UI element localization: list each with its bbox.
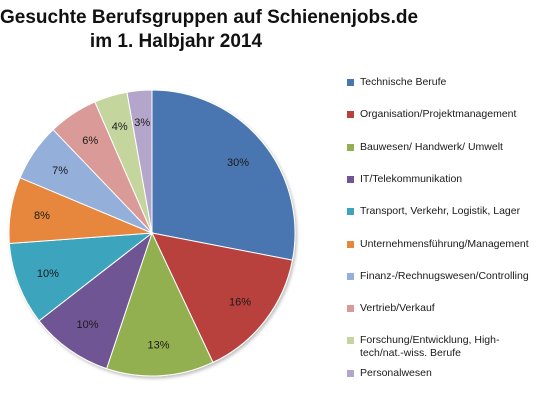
pie-slice-0 (151, 89, 296, 261)
legend-item-4: Transport, Verkehr, Logistik, Lager (347, 205, 547, 218)
legend-label-7: Vertrieb/Verkauf (360, 302, 435, 315)
legend-swatch-6 (347, 272, 354, 280)
legend-label-1: Organisation/Projektmanagement (360, 108, 517, 121)
slice-data-label-0: 30% (227, 157, 249, 169)
legend-swatch-5 (347, 240, 354, 248)
chart-title-line-1: Gesuchte Berufsgruppen auf Schienenjobs.… (0, 7, 419, 28)
slice-data-label-9: 3% (134, 117, 150, 129)
legend-label-0: Technische Berufe (360, 76, 447, 88)
legend-item-9: Personalwesen (347, 367, 547, 380)
legend-swatch-1 (347, 111, 354, 119)
legend-item-6: Finanz-/Rechnugswesen/Controlling (347, 270, 547, 283)
pie-labels: 30% 16% 13% 10% 10% 8% 7% 6% 4% 3% (34, 117, 251, 351)
legend-item-7: Vertrieb/Verkauf (347, 302, 547, 315)
legend-item-3: IT/Telekommunikation (347, 173, 547, 186)
pie-slice-4 (8, 232, 154, 322)
pie-slice-2 (105, 231, 214, 377)
legend-label-5: Unternehmensführung/Management (360, 237, 529, 250)
legend-swatch-3 (347, 175, 354, 183)
slice-data-label-7: 6% (82, 135, 98, 147)
pie-slice-9 (126, 89, 153, 234)
pie-slices (8, 89, 296, 377)
pie-slice-3 (38, 231, 153, 370)
legend-item-5: Unternehmensführung/Management (347, 238, 547, 251)
legend-swatch-2 (347, 143, 354, 151)
legend-item-0: Technische Berufe (347, 76, 547, 89)
slice-data-label-4: 10% (37, 268, 59, 280)
chart-title-line-2: im 1. Halbjahr 2014 (89, 31, 263, 52)
slice-data-label-2: 13% (148, 339, 170, 351)
pie-slice-1 (151, 232, 293, 364)
legend-label-4: Transport, Verkehr, Logistik, Lager (360, 205, 521, 218)
legend-label-9: Personalwesen (360, 366, 432, 379)
chart-title: Gesuchte Berufsgruppen auf Schienenjobs.… (0, 6, 419, 54)
slice-data-label-3: 10% (76, 319, 98, 331)
legend-label-3: IT/Telekommunikation (360, 172, 463, 185)
legend-swatch-9 (347, 369, 354, 377)
slice-data-label-5: 8% (34, 210, 50, 222)
legend-item-2: Bauwesen/ Handwerk/ Umwelt (347, 141, 547, 154)
legend-swatch-4 (347, 208, 354, 216)
legend-label-8: Forschung/Entwicklung, High-tech/nat.-wi… (360, 334, 500, 360)
legend-item-1: Organisation/Projektmanagement (347, 108, 547, 121)
legend-swatch-8 (347, 337, 354, 345)
slice-data-label-1: 16% (229, 296, 251, 308)
legend-swatch-7 (347, 305, 354, 313)
legend-label-6: Finanz-/Rechnugswesen/Controlling (360, 269, 529, 282)
slice-data-label-6: 7% (52, 165, 68, 177)
legend-item-8: Forschung/Entwicklung, High-tech/nat.-wi… (347, 334, 547, 360)
legend-swatch-0 (347, 79, 354, 86)
slice-data-label-8: 4% (112, 121, 128, 133)
legend-label-2: Bauwesen/ Handwerk/ Umwelt (360, 140, 503, 153)
